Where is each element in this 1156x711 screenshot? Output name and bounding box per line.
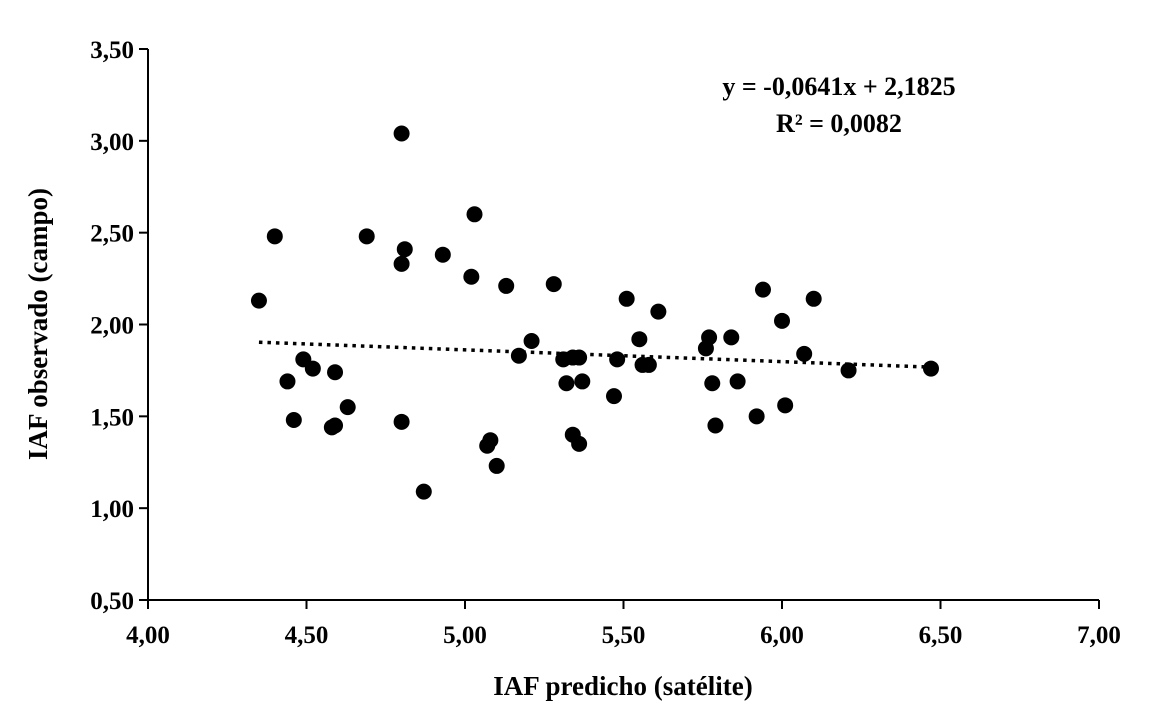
data-point — [609, 351, 626, 368]
data-point — [523, 333, 540, 350]
data-point — [393, 413, 410, 430]
data-point — [279, 373, 296, 390]
data-point — [358, 228, 375, 245]
data-point — [640, 356, 657, 373]
data-point — [482, 432, 499, 449]
r-squared-label: R² = 0,0082 — [776, 109, 902, 138]
data-point — [434, 246, 451, 263]
data-point — [571, 349, 588, 366]
trendline — [258, 340, 932, 369]
y-tick-label: 1,00 — [90, 496, 134, 523]
x-tick-label: 6,50 — [919, 622, 963, 649]
x-tick-label: 5,50 — [602, 622, 646, 649]
y-tick-label: 1,50 — [90, 404, 134, 431]
data-point — [805, 290, 822, 307]
data-point — [393, 125, 410, 142]
x-tick-label: 5,00 — [443, 622, 487, 649]
data-point — [266, 228, 283, 245]
data-point — [631, 331, 648, 348]
data-point — [707, 417, 724, 434]
trendline-equation: y = -0,0641x + 2,1825 — [722, 72, 955, 101]
data-point — [327, 417, 344, 434]
x-axis-title: IAF predicho (satélite) — [493, 671, 752, 701]
x-tick-label: 6,00 — [760, 622, 804, 649]
data-point — [618, 290, 635, 307]
data-point — [393, 255, 410, 272]
data-point — [304, 360, 321, 377]
data-point — [250, 292, 267, 309]
chart-axes — [147, 49, 1099, 601]
x-tick-label: 4,00 — [126, 622, 170, 649]
data-point — [748, 408, 765, 425]
y-axis-title: IAF observado (campo) — [23, 188, 53, 460]
data-point — [704, 375, 721, 392]
data-point — [545, 276, 562, 293]
data-point — [754, 281, 771, 298]
data-point — [285, 412, 302, 429]
data-point — [777, 397, 794, 414]
x-tick-label: 7,00 — [1077, 622, 1121, 649]
data-point — [840, 362, 857, 379]
data-point — [701, 329, 718, 346]
data-points — [250, 125, 939, 500]
data-point — [574, 373, 591, 390]
x-tick-label: 4,50 — [285, 622, 329, 649]
data-point — [571, 435, 588, 452]
data-point — [463, 268, 480, 285]
data-point — [558, 375, 575, 392]
y-tick-label: 0,50 — [90, 588, 134, 615]
data-point — [605, 388, 622, 405]
data-point — [488, 457, 505, 474]
data-point — [396, 241, 413, 258]
data-point — [774, 312, 790, 329]
trendline-group — [258, 340, 932, 369]
data-point — [466, 206, 483, 223]
data-point — [327, 364, 344, 381]
data-point — [796, 345, 813, 362]
data-point — [415, 483, 432, 500]
y-axis-ticks: 0,50 1,00 1,50 2,00 2,50 3,00 3,50 — [90, 37, 148, 615]
y-tick-label: 3,00 — [90, 129, 134, 156]
data-point — [650, 303, 667, 320]
data-point — [723, 329, 740, 346]
data-point — [922, 360, 939, 377]
data-point — [339, 399, 356, 416]
x-axis-ticks: 4,00 4,50 5,00 5,50 6,00 6,50 7,00 — [126, 600, 1121, 649]
y-tick-label: 2,50 — [90, 221, 134, 248]
y-tick-label: 2,00 — [90, 313, 134, 340]
data-point — [729, 373, 746, 390]
y-tick-label: 3,50 — [90, 37, 134, 64]
data-point — [498, 277, 515, 294]
data-point — [510, 347, 527, 364]
